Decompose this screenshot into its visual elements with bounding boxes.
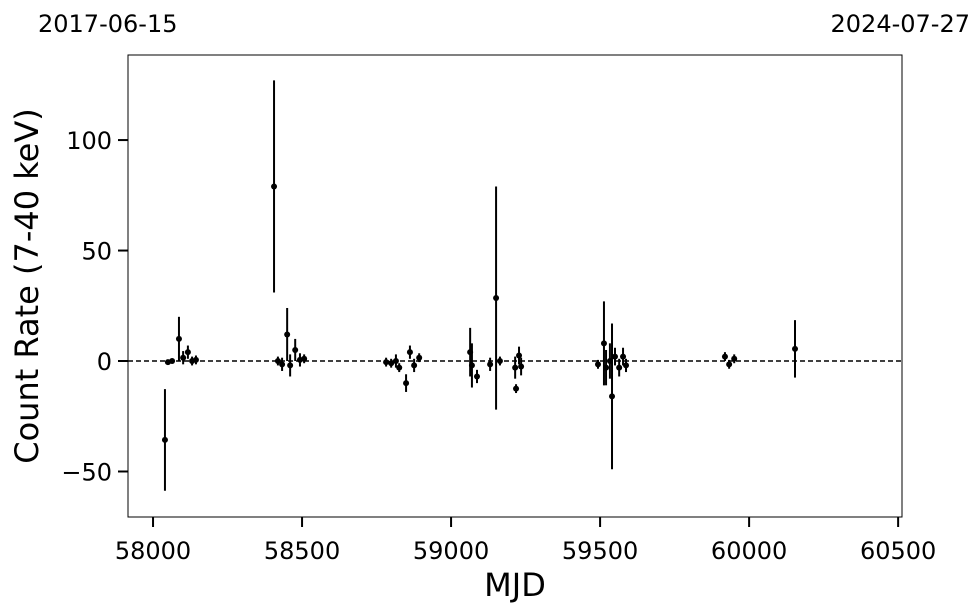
data-point bbox=[406, 349, 413, 356]
data-point bbox=[292, 346, 299, 353]
data-point bbox=[411, 362, 418, 369]
data-point bbox=[518, 363, 525, 370]
data-point bbox=[184, 349, 191, 356]
data-point bbox=[512, 364, 519, 371]
data-point bbox=[516, 352, 523, 359]
x-tick-label: 58000 bbox=[115, 537, 191, 565]
data-point bbox=[169, 358, 176, 365]
data-point bbox=[474, 373, 481, 380]
data-point bbox=[595, 361, 602, 368]
y-tick-label: 0 bbox=[97, 348, 112, 376]
x-tick-label: 60000 bbox=[711, 537, 787, 565]
data-point bbox=[392, 358, 399, 365]
data-point bbox=[616, 364, 623, 371]
annotation: 2024-07-27 bbox=[831, 10, 970, 38]
y-tick-label: 50 bbox=[81, 238, 112, 266]
data-point bbox=[603, 364, 610, 371]
x-tick-label: 59000 bbox=[413, 537, 489, 565]
plot-frame bbox=[127, 54, 903, 518]
data-point bbox=[284, 331, 291, 338]
data-point bbox=[383, 359, 390, 366]
data-point bbox=[161, 436, 168, 443]
data-point bbox=[271, 183, 278, 190]
data-point bbox=[468, 362, 475, 369]
data-point bbox=[721, 353, 728, 360]
data-point bbox=[388, 360, 395, 367]
data-point bbox=[611, 353, 618, 360]
data-point bbox=[600, 340, 607, 347]
x-axis-label: MJD bbox=[484, 566, 546, 604]
x-tick-label: 60500 bbox=[860, 537, 936, 565]
data-point bbox=[623, 362, 630, 369]
data-point bbox=[274, 358, 281, 365]
data-point bbox=[175, 335, 182, 342]
data-point bbox=[726, 361, 733, 368]
data-point bbox=[620, 353, 627, 360]
data-point bbox=[609, 393, 616, 400]
x-tick-label: 58500 bbox=[264, 537, 340, 565]
data-point bbox=[396, 364, 403, 371]
y-tick-label: 100 bbox=[66, 127, 112, 155]
data-point bbox=[513, 385, 520, 392]
annotation: 2017-06-15 bbox=[38, 10, 177, 38]
data-point bbox=[493, 295, 500, 302]
data-point bbox=[279, 361, 286, 368]
data-point bbox=[487, 361, 494, 368]
y-axis-label: Count Rate (7-40 keV) bbox=[8, 108, 46, 463]
data-point bbox=[416, 354, 423, 361]
data-point bbox=[496, 358, 503, 365]
x-tick-label: 59500 bbox=[562, 537, 638, 565]
data-point bbox=[287, 362, 294, 369]
data-point bbox=[403, 380, 410, 387]
data-point bbox=[792, 345, 799, 352]
data-point bbox=[180, 354, 187, 361]
data-point bbox=[192, 356, 199, 363]
data-point bbox=[731, 355, 738, 362]
y-tick-label: −50 bbox=[61, 458, 112, 486]
data-point bbox=[301, 355, 308, 362]
